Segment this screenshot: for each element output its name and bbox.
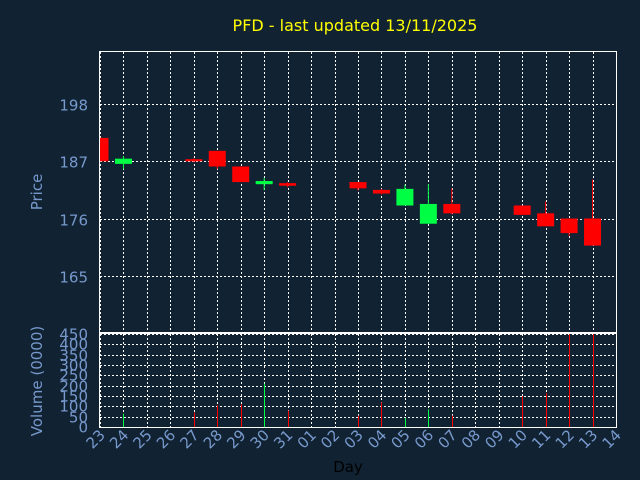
candle xyxy=(255,177,273,190)
volume-axis-label: Volume (0000) xyxy=(28,326,46,436)
candle xyxy=(419,184,437,224)
price-panel: 165 176 187 198 Price xyxy=(28,51,617,333)
price-frame xyxy=(99,51,617,333)
candle xyxy=(232,166,250,183)
candle-body xyxy=(537,213,555,227)
candle-body xyxy=(185,159,203,162)
candle-body xyxy=(396,188,414,206)
candle xyxy=(560,218,578,237)
price-y-ticks: 165 176 187 198 xyxy=(59,97,88,287)
volume-tick-label: 400 xyxy=(59,336,88,354)
volume-tick-label: 50 xyxy=(69,409,88,427)
volume-tick-label: 450 xyxy=(59,326,88,344)
candle xyxy=(443,188,461,215)
candle xyxy=(99,137,109,162)
candle-body xyxy=(560,218,578,234)
candles xyxy=(99,137,602,246)
x-axis-ticks: 2324252627282930310102030405060708091011… xyxy=(83,426,625,452)
candle xyxy=(396,184,414,206)
price-tick-label: 198 xyxy=(59,97,88,115)
candle-body xyxy=(232,166,250,183)
volume-frame xyxy=(99,333,617,428)
candle-body xyxy=(279,183,297,186)
volume-tick-label: 300 xyxy=(59,357,88,375)
volume-tick-label: 250 xyxy=(59,367,88,385)
price-tick-label: 176 xyxy=(59,212,88,230)
candle-body xyxy=(114,158,132,164)
candle-body xyxy=(584,218,602,246)
candle xyxy=(208,150,226,170)
candle-body xyxy=(443,203,461,214)
volume-bars xyxy=(123,334,594,427)
volume-tick-label: 200 xyxy=(59,378,88,396)
volume-tick-label: 150 xyxy=(59,388,88,406)
candle xyxy=(185,158,203,163)
price-tick-label: 165 xyxy=(59,269,88,287)
candle-body xyxy=(349,182,367,189)
candle-body xyxy=(513,205,531,215)
x-axis-label: Day xyxy=(333,458,363,476)
volume-tick-label: 100 xyxy=(59,398,88,416)
candle-body xyxy=(419,203,437,224)
chart-title: PFD - last updated 13/11/2025 xyxy=(233,16,478,35)
candle-body xyxy=(100,137,109,162)
candle xyxy=(349,182,367,191)
price-axis-label: Price xyxy=(28,174,46,211)
candle xyxy=(114,156,132,170)
candle xyxy=(279,182,297,188)
volume-tick-label: 0 xyxy=(78,419,88,437)
candle xyxy=(537,201,555,227)
candle-body xyxy=(208,150,226,167)
candle xyxy=(372,188,390,195)
candle-body xyxy=(255,181,273,185)
volume-tick-label: 350 xyxy=(59,347,88,365)
candle xyxy=(584,179,602,246)
candle-body xyxy=(372,189,390,194)
candle xyxy=(513,205,531,215)
price-tick-label: 187 xyxy=(59,154,88,172)
